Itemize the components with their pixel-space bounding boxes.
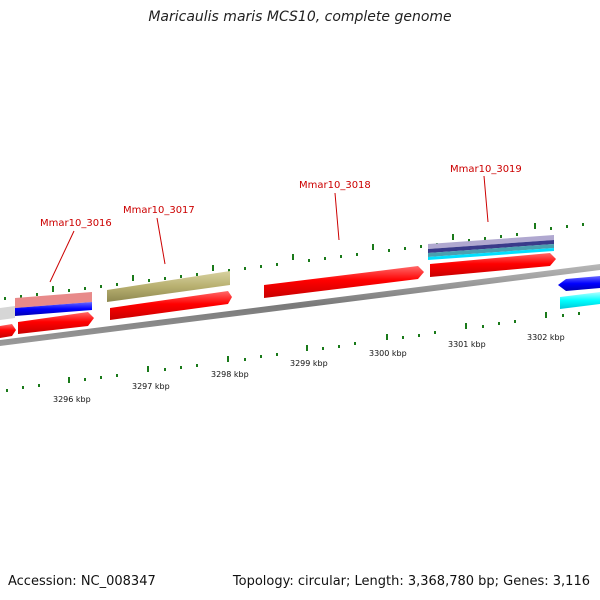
gene-feature-cyan — [560, 292, 600, 309]
accession-label: Accession: NC_008347 — [8, 574, 156, 589]
inner-tick-row — [6, 312, 580, 392]
scale-tick-label: 3302 kbp — [527, 333, 565, 342]
gene-feature-olive — [107, 271, 230, 302]
gene-feature-pink — [15, 292, 92, 308]
outer-tick-row — [4, 223, 584, 300]
gene-feature-blue — [15, 302, 92, 316]
gene-feature-gray — [0, 306, 15, 320]
gene-arrow-red — [110, 291, 232, 320]
gene-arrow-red — [264, 266, 424, 298]
scale-tick-label: 3298 kbp — [211, 370, 249, 379]
gene-feature-cyan — [428, 248, 554, 260]
gene-arrow-red — [18, 312, 94, 334]
scale-tick-label: 3297 kbp — [132, 382, 170, 391]
gene-leader-lines — [49, 175, 489, 283]
gene-label[interactable]: Mmar10_3016 — [40, 218, 112, 229]
gene-label[interactable]: Mmar10_3018 — [299, 180, 371, 191]
scale-tick-label: 3296 kbp — [53, 395, 91, 404]
gene-arrow-red — [0, 324, 16, 338]
page-title: Maricaulis maris MCS10, complete genome — [148, 9, 452, 25]
gene-feature-lavender — [428, 235, 554, 249]
genome-backbone — [0, 264, 600, 346]
gene-feature-teal — [428, 244, 554, 257]
gene-arrow-blue — [558, 276, 600, 291]
gene-label[interactable]: Mmar10_3019 — [450, 164, 522, 175]
scale-tick-label: 3300 kbp — [369, 349, 407, 358]
gene-arrow-red — [430, 253, 556, 277]
gene-label[interactable]: Mmar10_3017 — [123, 205, 195, 216]
gene-feature-navy — [428, 240, 554, 253]
scale-tick-label: 3299 kbp — [290, 359, 328, 368]
scale-tick-label: 3301 kbp — [448, 340, 486, 349]
topology-label: Topology: circular; Length: 3,368,780 bp… — [232, 574, 590, 589]
